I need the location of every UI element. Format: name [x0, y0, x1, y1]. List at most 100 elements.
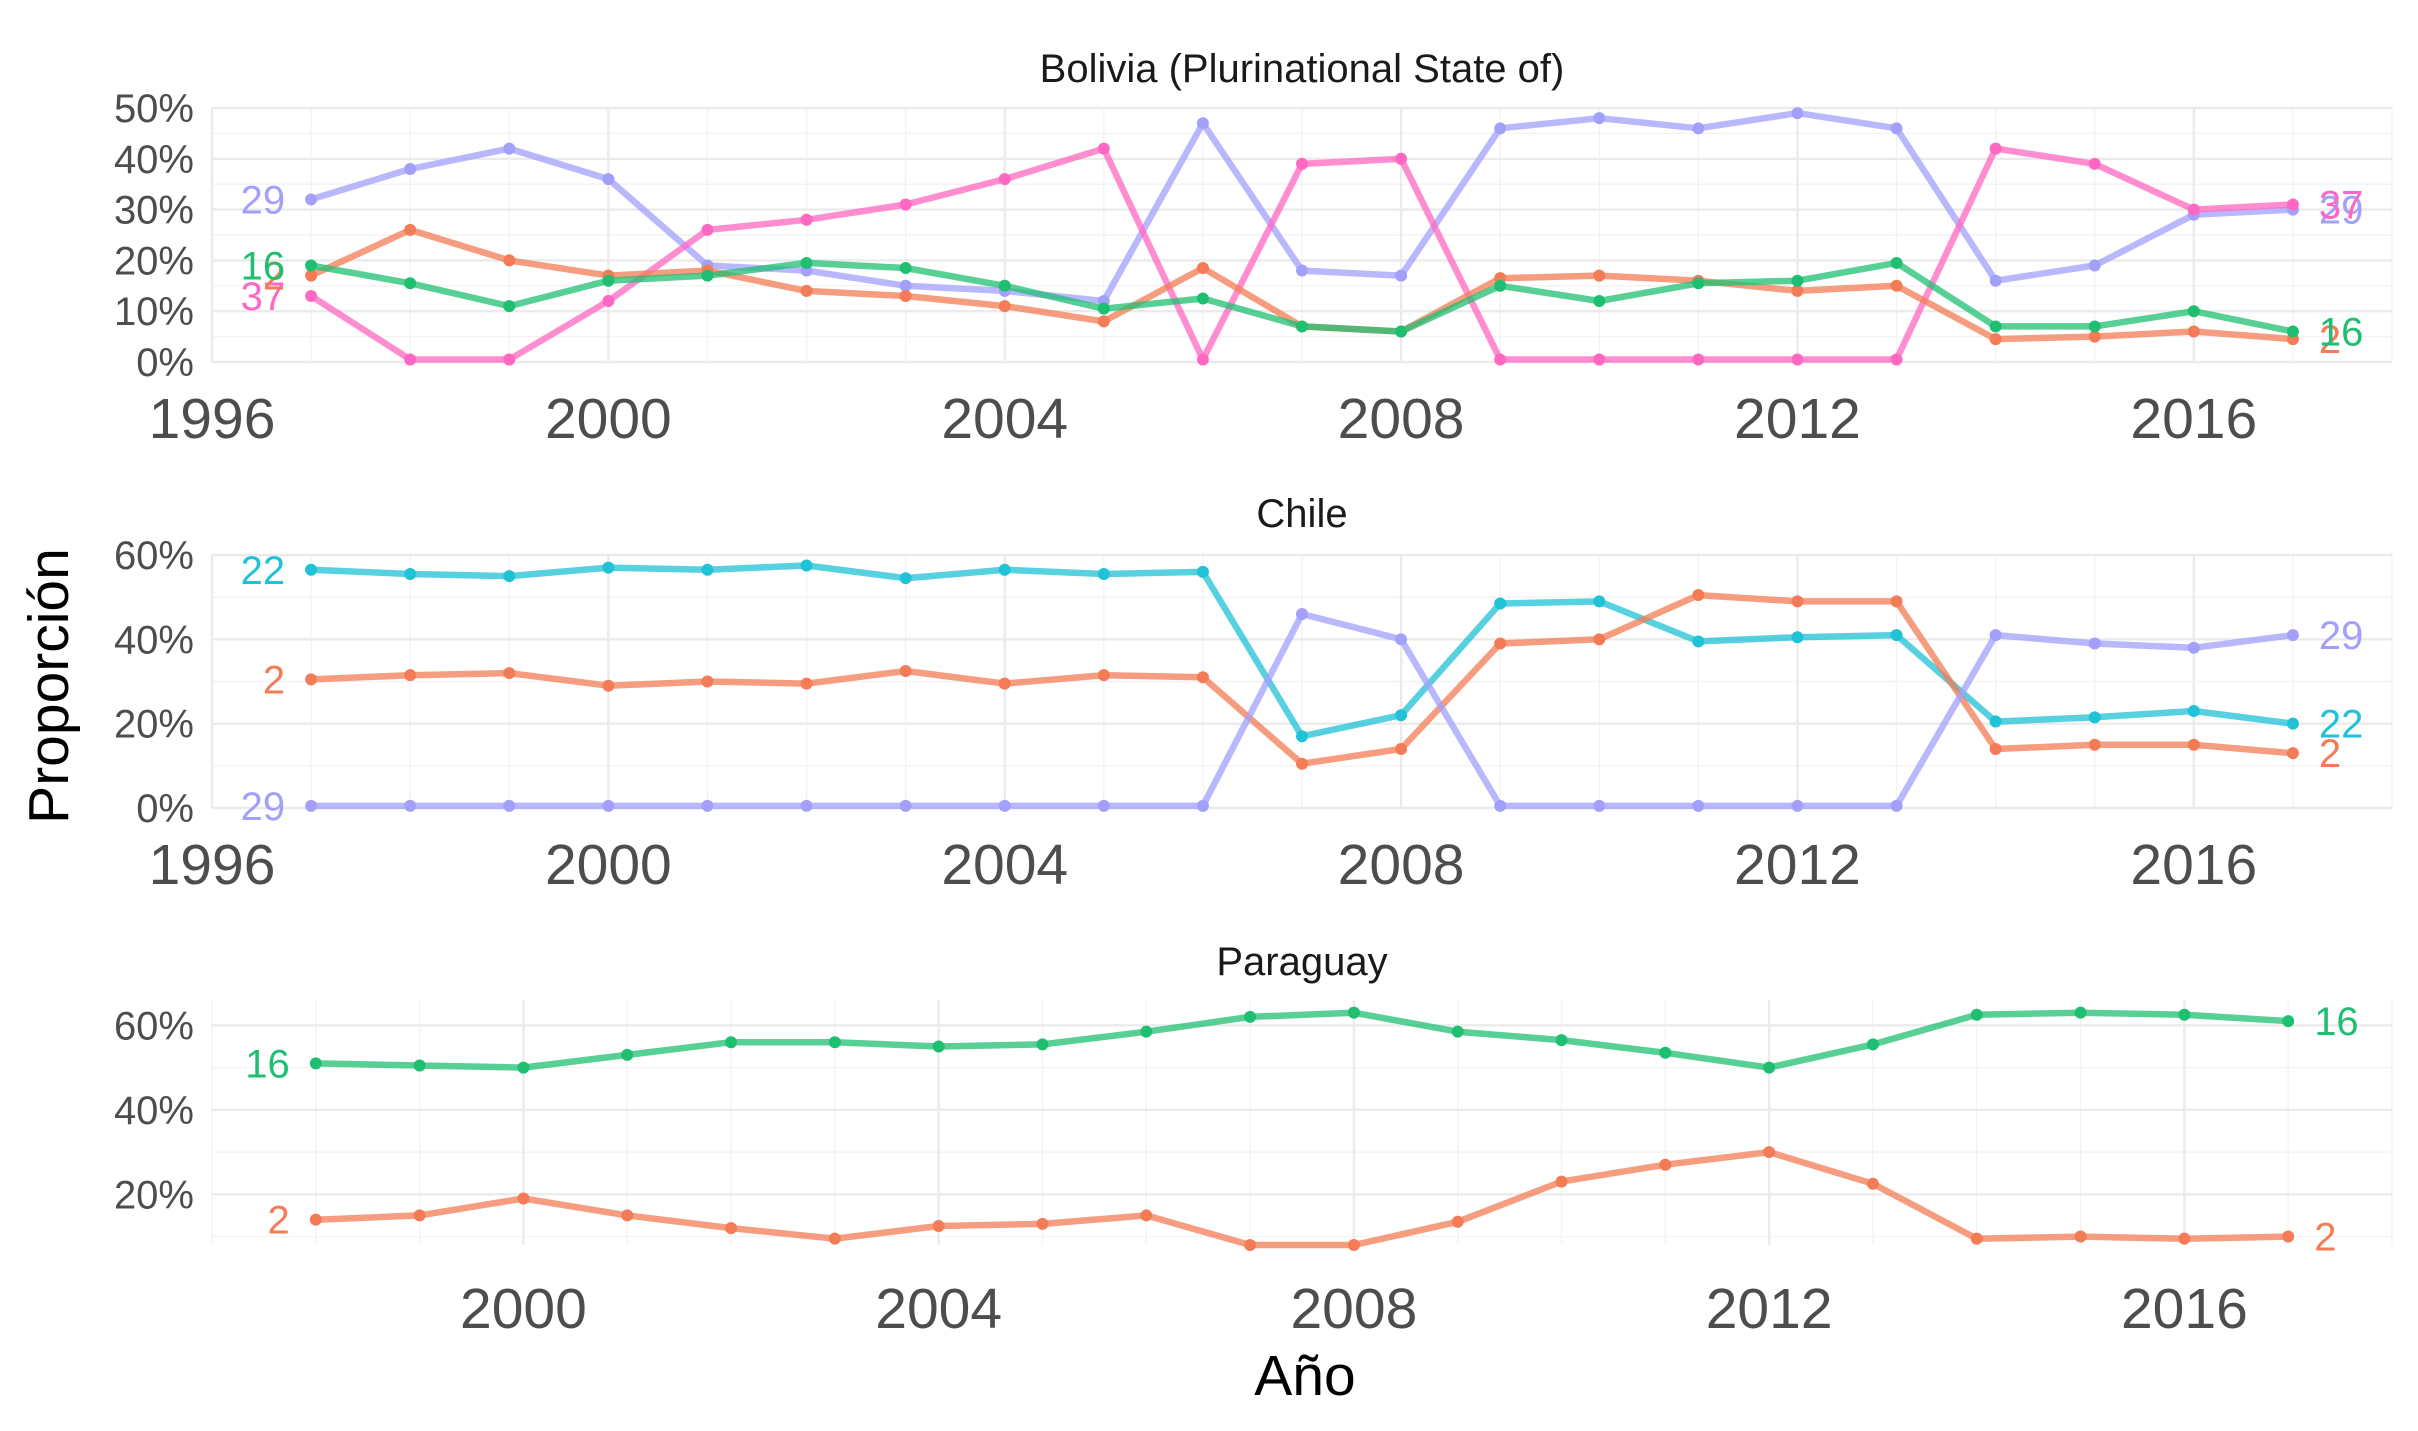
series-end-label: 29	[2319, 189, 2364, 233]
data-point	[305, 259, 318, 272]
data-point	[1692, 799, 1705, 812]
data-point	[602, 799, 615, 812]
data-point	[2187, 738, 2200, 751]
data-point	[828, 1232, 841, 1245]
data-point	[2187, 641, 2200, 654]
y-tick-label: 60%	[114, 534, 194, 578]
data-point	[305, 193, 318, 206]
y-tick-label: 50%	[114, 87, 194, 131]
data-point	[2074, 1006, 2087, 1019]
data-point	[800, 284, 813, 297]
data-point	[1989, 320, 2002, 333]
data-point	[1791, 631, 1804, 644]
series-29: 29 29	[241, 608, 2363, 829]
data-point	[701, 223, 714, 236]
y-tick-label: 20%	[114, 1173, 194, 1217]
data-point	[1196, 353, 1209, 366]
data-point	[1989, 715, 2002, 728]
data-point	[1196, 262, 1209, 275]
y-tick-label: 20%	[114, 703, 194, 747]
data-point	[1395, 709, 1408, 722]
data-point	[404, 353, 417, 366]
data-point	[1659, 1046, 1672, 1059]
facet-title: Bolivia (Plurinational State of)	[1040, 47, 1565, 91]
data-point	[404, 277, 417, 290]
y-tick-label: 40%	[114, 138, 194, 182]
x-tick-label: 2012	[1734, 833, 1861, 897]
data-point	[1593, 353, 1606, 366]
data-point	[2088, 637, 2101, 650]
data-point	[2088, 330, 2101, 343]
data-point	[503, 570, 516, 583]
data-point	[1196, 117, 1209, 130]
data-point	[1692, 353, 1705, 366]
data-point	[621, 1048, 634, 1061]
data-point	[1196, 799, 1209, 812]
data-point	[701, 563, 714, 576]
data-point	[998, 300, 1011, 313]
x-tick-label: 2008	[1338, 387, 1465, 451]
data-point	[2187, 325, 2200, 338]
data-point	[1791, 284, 1804, 297]
data-point	[404, 799, 417, 812]
data-point	[1692, 122, 1705, 135]
data-point	[2088, 320, 2101, 333]
x-tick-label: 2012	[1706, 1277, 1833, 1341]
data-point	[998, 563, 1011, 576]
data-point	[1140, 1209, 1153, 1222]
data-point	[899, 198, 912, 211]
data-point	[1296, 320, 1308, 333]
x-tick-label: 2016	[2130, 833, 2257, 897]
data-point	[413, 1209, 426, 1222]
facet-panel-1: Bolivia (Plurinational State of) 0% 10% 20%…	[114, 47, 2393, 451]
data-point	[1097, 315, 1110, 328]
data-point	[1097, 669, 1110, 682]
data-point	[2187, 203, 2200, 216]
data-point	[1196, 565, 1209, 578]
data-point	[404, 567, 417, 580]
data-point	[404, 669, 417, 682]
x-tick-label: 2012	[1734, 387, 1861, 451]
y-tick-label: 40%	[114, 618, 194, 662]
series-start-label: 2	[263, 658, 285, 702]
data-point	[517, 1061, 530, 1074]
series-29: 29 29	[241, 107, 2364, 308]
x-axis-title: Año	[1254, 1344, 1355, 1408]
data-point	[899, 572, 912, 585]
series-start-label: 2	[268, 1199, 290, 1243]
data-point	[1692, 635, 1705, 648]
data-point	[1140, 1025, 1153, 1038]
data-point	[602, 295, 615, 308]
data-point	[1593, 595, 1606, 608]
data-point	[899, 262, 912, 275]
series-line-2	[312, 1148, 2292, 1249]
data-point	[998, 677, 1011, 690]
data-point	[2286, 747, 2299, 760]
data-point	[1097, 799, 1110, 812]
series-start-label: 16	[245, 1042, 290, 1086]
data-point	[1593, 112, 1606, 125]
data-point	[602, 173, 615, 186]
data-point	[621, 1209, 634, 1222]
data-point	[1395, 325, 1408, 338]
data-point	[1763, 1146, 1776, 1159]
data-point	[998, 173, 1011, 186]
series-2: 22	[263, 589, 2341, 776]
data-point	[503, 667, 516, 680]
data-point	[2088, 157, 2101, 170]
data-point	[932, 1219, 945, 1232]
data-point	[305, 673, 318, 686]
data-point	[1555, 1034, 1568, 1047]
y-tick-label: 60%	[114, 1004, 194, 1048]
data-point	[1196, 292, 1209, 305]
series-end-label: 16	[2314, 1000, 2359, 1044]
data-point	[413, 1059, 426, 1072]
data-point	[1890, 629, 1903, 642]
data-point	[899, 664, 912, 677]
data-point	[899, 289, 912, 302]
series-end-label: 16	[2319, 311, 2364, 355]
data-point	[1989, 629, 2002, 642]
